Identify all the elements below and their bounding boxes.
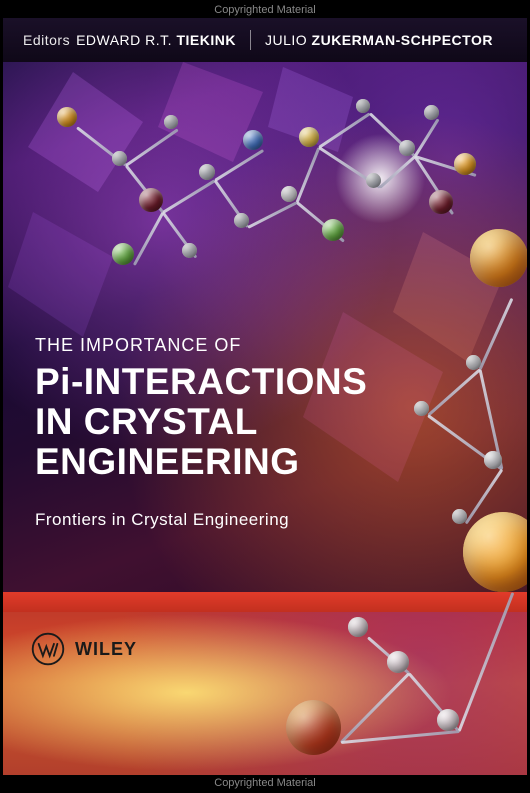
bottom-panel: WILEY — [3, 592, 527, 775]
bond — [341, 730, 459, 744]
atom — [424, 105, 439, 120]
atom — [243, 130, 263, 150]
title-line-2: IN CRYSTAL — [35, 402, 497, 442]
book-subtitle: Frontiers in Crystal Engineering — [35, 510, 497, 530]
title-line-1: Pi-INTERACTIONS — [35, 362, 497, 402]
atom — [234, 213, 249, 228]
atom — [164, 115, 178, 129]
bond — [340, 672, 410, 743]
editors-divider — [250, 30, 251, 50]
atom — [454, 153, 476, 175]
atom — [348, 617, 368, 637]
watermark-top: Copyrighted Material — [214, 4, 316, 16]
atom — [112, 243, 134, 265]
bond — [458, 591, 515, 731]
atom — [399, 140, 415, 156]
atom — [437, 709, 459, 731]
hero-art: THE IMPORTANCE OF Pi-INTERACTIONS IN CRY… — [3, 62, 527, 592]
atom — [322, 219, 344, 241]
crystal-shard — [8, 212, 113, 337]
editor2-first: JULIO — [265, 32, 307, 48]
atom — [387, 651, 409, 673]
wiley-logo-icon — [31, 632, 65, 666]
editors-role: Editors — [23, 32, 70, 48]
atom — [199, 164, 215, 180]
watermark-bottom: Copyrighted Material — [214, 777, 316, 789]
publisher-block: WILEY — [31, 632, 137, 666]
atom — [139, 188, 163, 212]
title-kicker: THE IMPORTANCE OF — [35, 335, 497, 356]
title-line-3: ENGINEERING — [35, 442, 497, 482]
editor1-last: TIEKINK — [176, 32, 236, 48]
editor1-first: EDWARD R.T. — [76, 32, 172, 48]
book-cover: Editors EDWARD R.T. TIEKINK JULIO ZUKERM… — [3, 18, 527, 775]
atom — [281, 186, 297, 202]
atom — [356, 99, 370, 113]
editor2-last: ZUKERMAN-SCHPECTOR — [312, 32, 493, 48]
atom — [286, 700, 341, 755]
title-block: THE IMPORTANCE OF Pi-INTERACTIONS IN CRY… — [35, 335, 497, 530]
atom — [57, 107, 77, 127]
atom — [366, 173, 381, 188]
publisher-name: WILEY — [75, 639, 137, 660]
red-bar — [3, 592, 527, 612]
atom — [470, 229, 527, 287]
atom — [182, 243, 197, 258]
atom — [299, 127, 319, 147]
editors-bar: Editors EDWARD R.T. TIEKINK JULIO ZUKERM… — [3, 18, 527, 62]
book-title: Pi-INTERACTIONS IN CRYSTAL ENGINEERING — [35, 362, 497, 482]
atom — [112, 151, 127, 166]
atom — [429, 190, 453, 214]
